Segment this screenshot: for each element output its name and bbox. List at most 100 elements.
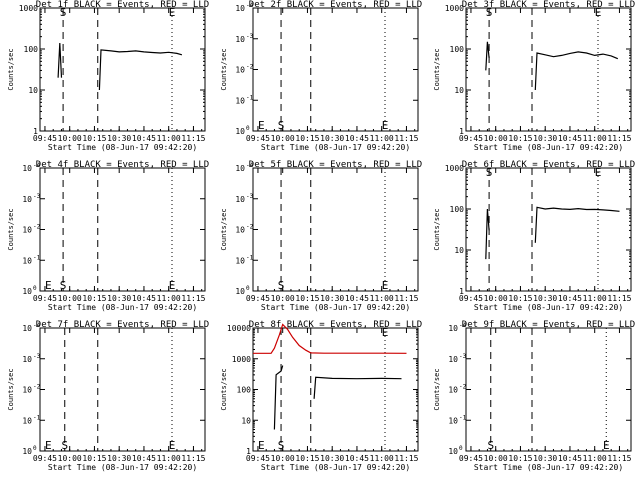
y-tick-label: 10 — [22, 164, 32, 173]
series-line-1 — [57, 42, 63, 78]
x-tick-label: 11:00 — [370, 454, 394, 463]
plot-frame — [39, 7, 206, 132]
y-axis-label: Counts/sec — [7, 368, 15, 410]
y-tick-label: 10 — [22, 287, 32, 296]
x-tick-label: 10:45 — [345, 454, 369, 463]
series-line-3 — [313, 376, 402, 399]
x-tick-label: 10:45 — [558, 294, 582, 303]
x-tick-label: 09:45 — [246, 134, 270, 143]
x-tick-label: 10:30 — [107, 134, 131, 143]
marker-label: E — [595, 166, 602, 179]
y-axis-label: Counts/sec — [433, 368, 441, 410]
y-tick-exponent: -1 — [246, 254, 254, 261]
x-tick-label: 11:00 — [157, 294, 181, 303]
x-tick-label: 10:30 — [320, 454, 344, 463]
y-tick-exponent: -4 — [246, 162, 254, 169]
y-tick-label: 10 — [448, 355, 458, 364]
plot-frame — [39, 167, 206, 292]
x-tick-label: 10:15 — [508, 454, 532, 463]
x-tick-label: 10:00 — [484, 454, 508, 463]
y-tick-label: 10 — [235, 164, 245, 173]
y-axis-label: Counts/sec — [7, 208, 15, 250]
x-tick-label: 10:00 — [484, 134, 508, 143]
y-tick-label: 10 — [235, 226, 245, 235]
marker-label: S — [60, 279, 67, 292]
x-tick-label: 10:30 — [107, 294, 131, 303]
marker-label: S — [278, 279, 285, 292]
y-tick-label: 10 — [235, 96, 245, 105]
x-tick-label: 11:00 — [157, 134, 181, 143]
y-tick-label: 10 — [448, 416, 458, 425]
x-tick-label: 09:45 — [33, 454, 57, 463]
x-tick-label: 11:15 — [181, 294, 205, 303]
y-tick-label: 10 — [448, 324, 458, 333]
y-tick-exponent: -2 — [459, 384, 467, 391]
marker-label: E — [258, 119, 265, 132]
x-tick-label: 10:45 — [558, 134, 582, 143]
x-axis-label: Start Time (08-Jun-17 09:42:20) — [261, 463, 410, 472]
y-tick-exponent: -1 — [459, 414, 467, 421]
panel-title: Det 8f BLACK = Events, RED = LLD — [249, 320, 422, 330]
panel-title: Det 2f BLACK = Events, RED = LLD — [249, 0, 422, 10]
panel-title: Det 9f BLACK = Events, RED = LLD — [462, 320, 635, 330]
y-tick-label: 100 — [24, 45, 39, 54]
y-tick-label: 100 — [237, 386, 252, 395]
x-tick-label: 10:45 — [345, 134, 369, 143]
marker-label: E — [45, 279, 52, 292]
y-tick-label: 10 — [235, 127, 245, 136]
x-tick-label: 11:15 — [181, 454, 205, 463]
x-tick-label: 11:00 — [370, 134, 394, 143]
x-tick-label: 11:00 — [157, 454, 181, 463]
x-tick-label: 10:00 — [484, 294, 508, 303]
y-tick-exponent: -3 — [246, 193, 254, 200]
x-tick-label: 10:00 — [271, 134, 295, 143]
y-tick-label: 10 — [235, 256, 245, 265]
y-tick-label: 10 — [22, 416, 32, 425]
y-tick-label: 1000 — [445, 4, 464, 13]
x-tick-label: 09:45 — [246, 454, 270, 463]
marker-label: E — [382, 119, 389, 132]
series-line-1 — [253, 323, 407, 354]
x-axis-label: Start Time (08-Jun-17 09:42:20) — [474, 463, 623, 472]
y-tick-label: 10 — [22, 256, 32, 265]
y-axis-label: Counts/sec — [220, 48, 228, 90]
y-tick-label: 10 — [454, 246, 464, 255]
y-axis-label: Counts/sec — [433, 48, 441, 90]
series-line-2 — [534, 206, 620, 243]
y-tick-label: 10 — [235, 287, 245, 296]
series-line-2 — [273, 365, 284, 430]
x-axis-label: Start Time (08-Jun-17 09:42:20) — [48, 463, 197, 472]
y-tick-label: 10 — [22, 355, 32, 364]
y-tick-label: 10 — [22, 226, 32, 235]
x-tick-label: 10:45 — [558, 454, 582, 463]
x-tick-label: 10:30 — [533, 294, 557, 303]
y-tick-exponent: -3 — [33, 193, 41, 200]
x-tick-label: 10:00 — [271, 294, 295, 303]
x-tick-label: 09:45 — [33, 134, 57, 143]
y-tick-label: 10 — [448, 386, 458, 395]
x-tick-label: 09:45 — [459, 454, 483, 463]
marker-label: E — [45, 439, 52, 452]
x-tick-label: 10:30 — [107, 454, 131, 463]
y-tick-label: 1000 — [445, 164, 464, 173]
panel-title: Det 7f BLACK = Events, RED = LLD — [36, 320, 209, 330]
x-tick-label: 10:15 — [508, 134, 532, 143]
series-line-2 — [534, 51, 619, 91]
x-tick-label: 10:15 — [82, 294, 106, 303]
x-tick-label: 10:00 — [58, 454, 82, 463]
x-tick-label: 10:45 — [132, 134, 156, 143]
panel-title: Det 3f BLACK = Events, RED = LLD — [462, 0, 635, 10]
y-tick-exponent: -4 — [33, 162, 41, 169]
x-tick-label: 11:15 — [607, 294, 631, 303]
y-tick-exponent: -4 — [246, 2, 254, 9]
marker-label: S — [61, 439, 68, 452]
x-tick-label: 10:45 — [132, 454, 156, 463]
x-tick-label: 11:15 — [607, 454, 631, 463]
x-tick-label: 10:00 — [58, 134, 82, 143]
x-tick-label: 10:15 — [295, 454, 319, 463]
series-line-2 — [98, 49, 183, 91]
